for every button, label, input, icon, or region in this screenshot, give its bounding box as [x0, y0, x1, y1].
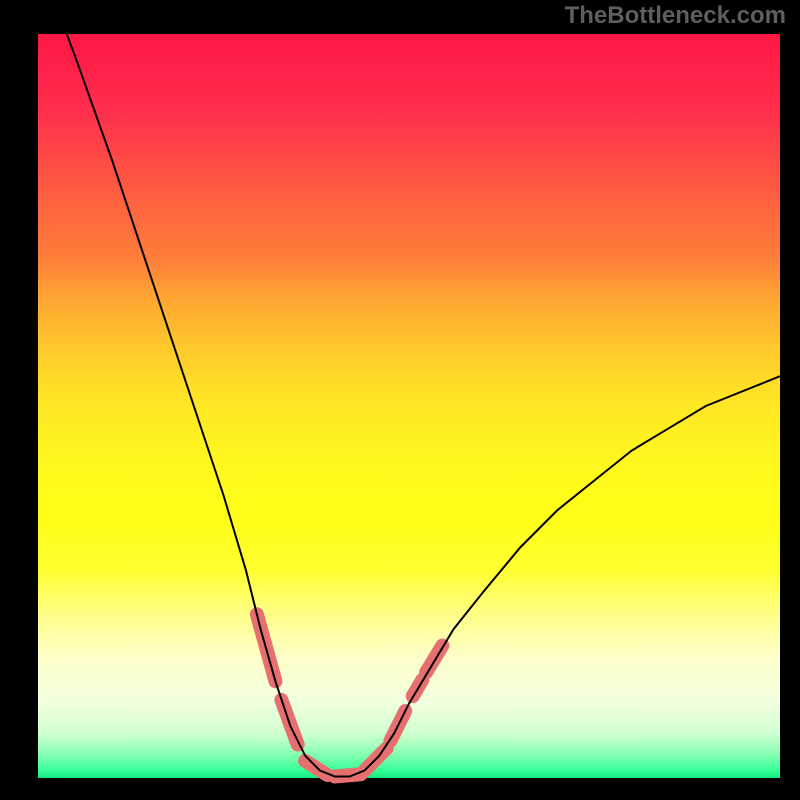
chart-container: TheBottleneck.com: [0, 0, 800, 800]
highlight-segment: [426, 646, 442, 673]
curve-overlay: [0, 0, 800, 800]
watermark-text: TheBottleneck.com: [565, 2, 786, 30]
bottleneck-curve: [53, 0, 780, 777]
